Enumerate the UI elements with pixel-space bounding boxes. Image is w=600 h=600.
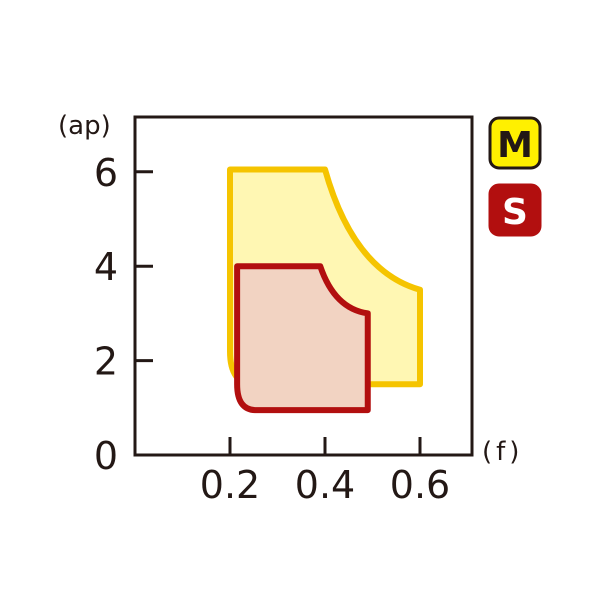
x-tick-label: 0.6 [390,463,450,507]
legend-badge-M [488,116,542,170]
ticks: 0.2 0.4 0.6 0 2 4 6 [94,151,450,507]
x-axis-label: (f) [482,437,523,467]
y-tick-label: 6 [94,151,118,195]
x-tick-label: 0.4 [295,463,355,507]
y-tick-label: 4 [94,245,118,289]
y-axis-label: (ap) [58,111,111,141]
legend-badge-S [488,183,542,237]
y-tick-label: 2 [94,340,118,384]
y-tick-label: 0 [94,434,118,478]
region-S [234,263,371,414]
plot-frame [133,115,474,457]
legend-label: M [497,125,533,166]
regions [227,166,423,414]
legend: MS [488,116,542,237]
x-tick-label: 0.2 [200,463,260,507]
legend-label: S [502,192,528,233]
